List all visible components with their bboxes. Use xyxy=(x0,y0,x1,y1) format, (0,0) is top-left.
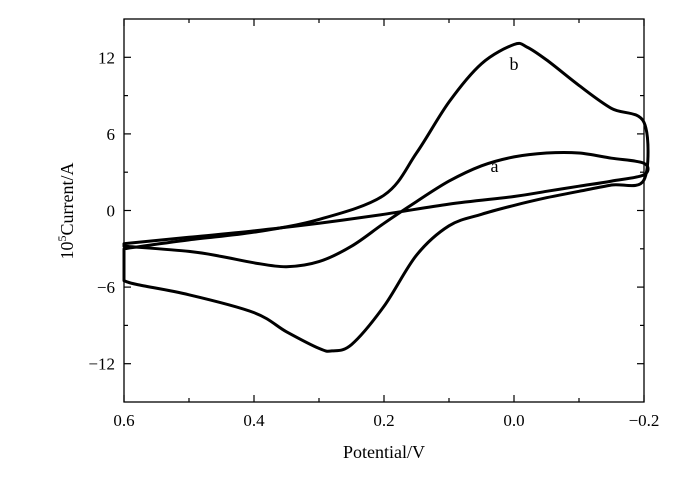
x-tick-label: 0.6 xyxy=(113,411,134,430)
y-tick-label: 12 xyxy=(98,48,115,67)
curve-labels-layer: ab xyxy=(491,54,519,176)
curve-label-a: a xyxy=(491,156,499,176)
y-axis-label-exponent: 5 xyxy=(55,235,69,241)
y-tick-label: −6 xyxy=(97,278,115,297)
x-tick-label: 0.0 xyxy=(503,411,524,430)
y-axis-label-prefix: 10 xyxy=(57,241,77,259)
curve-label-b: b xyxy=(510,54,519,74)
y-axis-label-suffix: Current/A xyxy=(57,163,77,236)
curves-layer xyxy=(122,41,650,353)
tick-labels-layer: 0.6 0.4 0.2 0.0 −0.2 12 6 0 −6 −12 xyxy=(88,48,659,430)
y-tick-label: −12 xyxy=(88,355,115,374)
y-tick-label: 0 xyxy=(107,202,116,221)
y-axis-label-text: 105Current/A xyxy=(55,163,77,260)
y-tick-label: 6 xyxy=(107,125,116,144)
plot-frame xyxy=(123,18,645,403)
x-tick-label: −0.2 xyxy=(629,411,660,430)
x-tick-label: 0.2 xyxy=(373,411,394,430)
curve-a xyxy=(122,150,650,269)
x-tick-label: 0.4 xyxy=(243,411,265,430)
y-axis-label: 105Current/A xyxy=(55,163,77,260)
x-axis-label: Potential/V xyxy=(343,442,425,462)
curve-b xyxy=(122,41,650,353)
